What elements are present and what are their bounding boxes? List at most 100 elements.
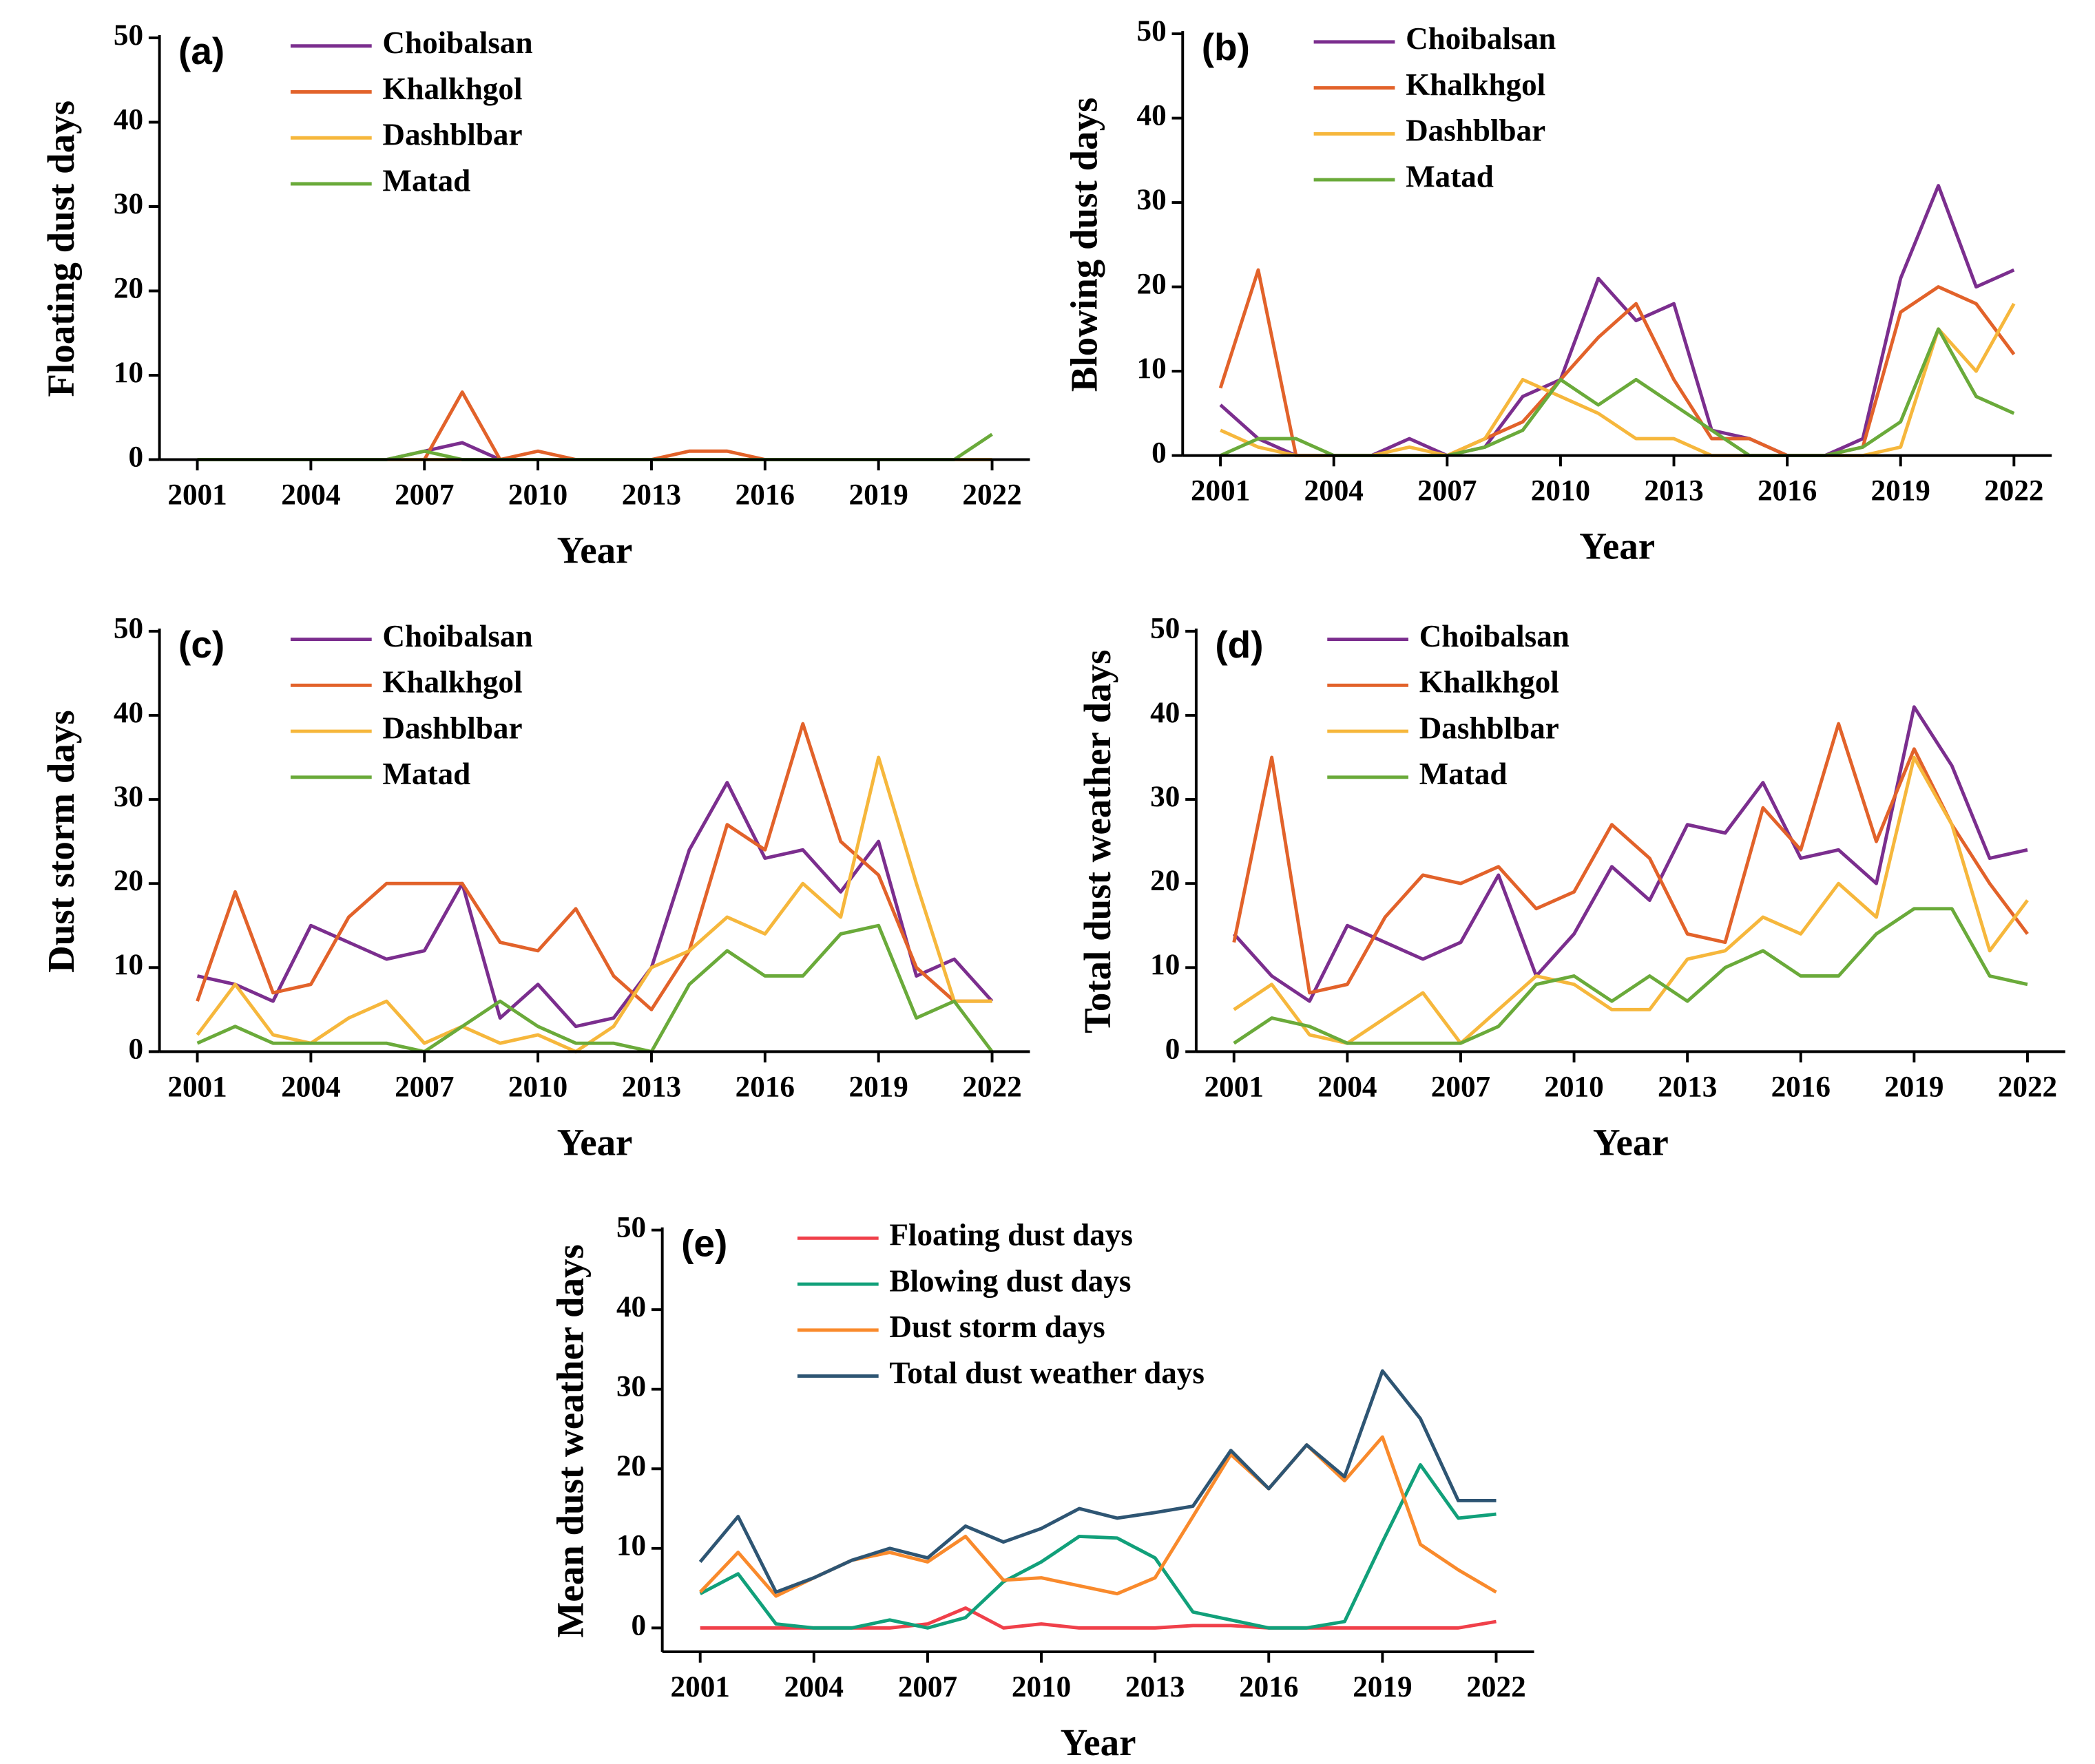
x-tick-label: 2013 [1125, 1671, 1185, 1703]
legend-label: Choibalsan [382, 619, 532, 653]
legend-label: Choibalsan [382, 25, 532, 60]
y-tick-label: 10 [1150, 949, 1180, 981]
x-tick-label: 2022 [1984, 474, 2043, 507]
y-axis-title: Blowing dust days [1063, 98, 1105, 392]
legend-label: Dashblbar [382, 711, 522, 745]
y-tick-label: 20 [1150, 865, 1180, 897]
series-line [197, 781, 994, 1029]
x-tick-label: 2013 [622, 1071, 681, 1103]
legend-label: Khalkhgol [382, 665, 522, 700]
panel: Choibalsan Khalkhgol Dashblbar Matad 0 10 20 30… [40, 613, 1030, 1163]
x-tick-label: 2010 [508, 479, 567, 511]
y-tick-label: 50 [616, 1211, 646, 1243]
series-line [1233, 755, 2029, 1045]
legend-label: Dashblbar [382, 118, 522, 152]
x-tick-label: 2004 [1304, 474, 1364, 507]
y-tick-label: 40 [1137, 99, 1167, 132]
legend-label: Blowing dust days [889, 1263, 1131, 1298]
panel-label: (c) [178, 623, 225, 666]
y-tick-label: 10 [1137, 353, 1167, 385]
y-tick-label: 50 [114, 19, 143, 52]
y-tick-label: 10 [616, 1530, 646, 1562]
x-tick-label: 2007 [395, 1071, 454, 1103]
y-tick-label: 50 [114, 613, 143, 645]
x-tick-label: 2013 [622, 479, 681, 511]
panel-label: (e) [681, 1222, 727, 1265]
x-tick-label: 2013 [1644, 474, 1703, 507]
x-tick-label: 2022 [1466, 1671, 1525, 1703]
y-axis-title: Dust storm days [40, 710, 82, 973]
y-tick-label: 30 [616, 1371, 646, 1403]
y-tick-label: 40 [1150, 697, 1180, 729]
x-tick-label: 2019 [1871, 474, 1930, 507]
x-tick-label: 2004 [784, 1671, 844, 1703]
y-tick-label: 0 [128, 1033, 143, 1065]
x-tick-label: 2010 [508, 1071, 567, 1103]
x-tick-label: 2016 [1239, 1671, 1298, 1703]
x-tick-label: 2013 [1658, 1071, 1717, 1103]
x-tick-label: 2019 [1884, 1071, 1943, 1103]
legend-label: Floating dust days [889, 1218, 1133, 1252]
x-tick-label: 2004 [1317, 1071, 1377, 1103]
y-tick-label: 30 [1137, 184, 1167, 216]
panel: Choibalsan Khalkhgol Dashblbar Matad 0 10 20 30… [40, 19, 1030, 571]
x-tick-label: 2019 [1353, 1671, 1412, 1703]
x-tick-label: 2022 [962, 479, 1021, 511]
y-tick-label: 40 [114, 697, 143, 729]
y-tick-label: 0 [632, 1609, 647, 1641]
x-tick-label: 2022 [962, 1071, 1021, 1103]
legend-label: Choibalsan [1406, 21, 1556, 56]
series-line [700, 1606, 1497, 1630]
y-tick-label: 40 [114, 103, 143, 136]
x-tick-label: 2004 [281, 479, 340, 511]
x-tick-label: 2010 [1012, 1671, 1071, 1703]
x-tick-label: 2010 [1531, 474, 1590, 507]
y-tick-label: 50 [1137, 15, 1167, 48]
legend-label: Khalkhgol [1406, 67, 1545, 102]
x-tick-label: 2019 [849, 479, 908, 511]
y-tick-label: 10 [114, 949, 143, 981]
x-tick-label: 2007 [1417, 474, 1477, 507]
x-tick-label: 2016 [736, 479, 795, 511]
series-line [1232, 705, 2028, 1003]
y-tick-label: 20 [114, 272, 143, 304]
x-axis-title: Year [1593, 1121, 1669, 1163]
x-axis-title: Year [557, 1121, 633, 1163]
y-axis-title: Mean dust weather days [550, 1244, 592, 1638]
series-line [197, 441, 992, 461]
series-line [1220, 327, 2015, 458]
legend-label: Khalkhgol [1419, 665, 1559, 700]
series-line [698, 1369, 1497, 1594]
series-line [1232, 722, 2029, 995]
series-line [1233, 907, 2028, 1045]
x-tick-label: 2007 [1431, 1071, 1490, 1103]
legend-label: Dust storm days [889, 1310, 1105, 1344]
legend-label: Matad [1406, 159, 1494, 193]
x-tick-label: 2007 [898, 1671, 957, 1703]
panel-label: (b) [1202, 25, 1250, 68]
y-axis-title: Total dust weather days [1076, 649, 1118, 1033]
legend-label: Choibalsan [1419, 619, 1570, 653]
y-tick-label: 40 [616, 1291, 646, 1323]
y-tick-label: 20 [114, 865, 143, 897]
series-line [196, 755, 992, 1053]
legend-label: Dashblbar [1406, 114, 1545, 148]
x-tick-label: 2001 [671, 1671, 730, 1703]
x-tick-label: 2019 [849, 1071, 908, 1103]
series-line [196, 722, 992, 1011]
x-tick-label: 2010 [1544, 1071, 1603, 1103]
legend-label: Dashblbar [1419, 711, 1559, 745]
y-tick-label: 0 [128, 441, 143, 473]
legend-label: Matad [382, 757, 470, 791]
panel: Floating dust days Blowing dust days Dust … [550, 1211, 1534, 1763]
x-tick-label: 2004 [281, 1071, 340, 1103]
y-tick-label: 30 [114, 781, 143, 813]
x-axis-title: Year [557, 529, 633, 571]
x-tick-label: 2007 [395, 479, 454, 511]
legend-label: Khalkhgol [382, 72, 522, 106]
y-tick-label: 50 [1150, 613, 1180, 645]
x-axis-title: Year [1061, 1721, 1136, 1763]
series-line [197, 390, 992, 461]
